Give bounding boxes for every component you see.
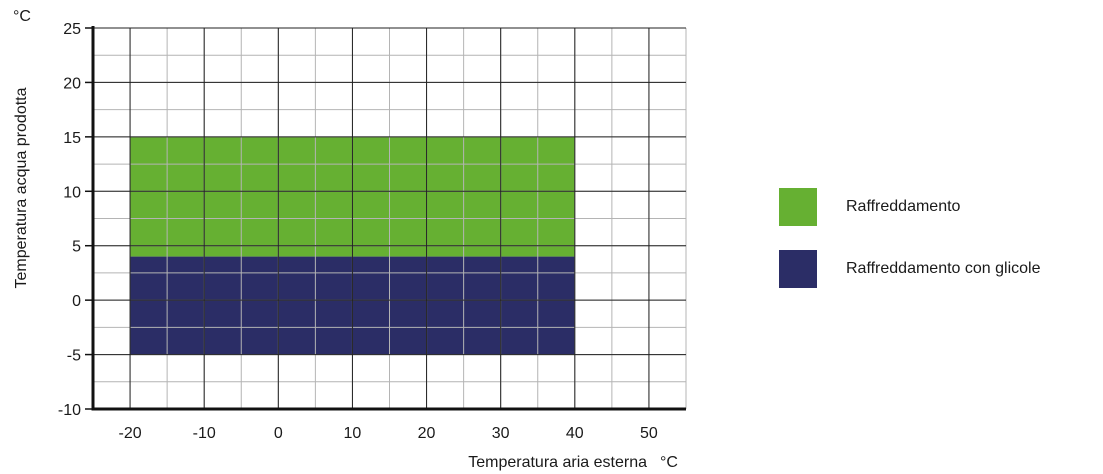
x-tick-label: 40	[566, 425, 584, 442]
y-axis-unit: °C	[13, 8, 31, 25]
legend-swatch-raffreddamento	[779, 188, 817, 226]
x-tick-label: 20	[418, 425, 436, 442]
x-axis-unit: °C	[660, 454, 678, 471]
x-axis-ticks: -20 -10 0 10 20 30 40 50	[119, 425, 658, 442]
y-tick-label: -10	[58, 402, 81, 419]
y-tick-label: 5	[72, 239, 81, 256]
y-tick-label: -5	[67, 348, 81, 365]
y-tick-label: 0	[72, 293, 81, 310]
y-tick-label: 15	[63, 130, 81, 147]
axes	[91, 26, 686, 411]
legend-swatch-raffreddamento-con-glicole	[779, 250, 817, 288]
major-gridlines	[93, 27, 686, 409]
legend-label-raffreddamento: Raffreddamento	[846, 198, 961, 215]
y-axis-label: Temperatura acqua prodotta	[13, 87, 30, 288]
x-tick-label: 50	[640, 425, 658, 442]
legend-item-raffreddamento: Raffreddamento	[779, 188, 960, 226]
y-axis-ticks: -10 -5 0 5 10 15 20 25	[58, 21, 93, 419]
y-tick-label: 20	[63, 75, 81, 92]
y-tick-label: 10	[63, 184, 81, 201]
legend-item-raffreddamento-con-glicole: Raffreddamento con glicole	[779, 250, 1041, 288]
x-tick-label: 30	[492, 425, 510, 442]
x-tick-label: -20	[119, 425, 142, 442]
x-tick-label: 10	[344, 425, 362, 442]
y-tick-label: 25	[63, 21, 81, 38]
x-axis-label: Temperatura aria esterna	[468, 454, 647, 471]
legend-label-raffreddamento-con-glicole: Raffreddamento con glicole	[846, 260, 1041, 277]
x-tick-label: 0	[274, 425, 283, 442]
x-tick-label: -10	[193, 425, 216, 442]
